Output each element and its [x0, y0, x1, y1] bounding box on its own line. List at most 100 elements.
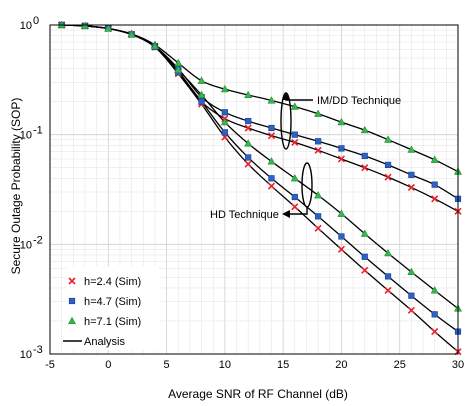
sim-point [315, 213, 322, 220]
sim-point [408, 292, 415, 299]
sim-point [361, 253, 368, 260]
legend-label-analysis: Analysis [84, 336, 125, 348]
sim-point [314, 146, 322, 154]
sim-point [337, 209, 346, 217]
sim-point [360, 125, 369, 134]
sim-point [221, 129, 228, 136]
sim-point [407, 267, 416, 275]
sim-point [127, 30, 136, 38]
sim-point [430, 155, 439, 163]
sim-point [361, 266, 369, 274]
sim-point [314, 109, 323, 117]
sim-point [267, 182, 276, 190]
hd-arrow-head [282, 210, 290, 218]
y-tick-exponent: -1 [33, 125, 43, 137]
sim-point [291, 193, 298, 201]
sim-point [361, 164, 369, 172]
y-tick-label: 10 [20, 130, 32, 142]
x-tick-labels: -5 0 5 10 15 20 25 30 [45, 359, 464, 371]
sim-markers [57, 20, 463, 356]
legend-entry-h47: h=4.7 (Sim) [68, 296, 141, 308]
sim-point [338, 233, 345, 240]
sim-point [337, 245, 345, 253]
x-tick-label: 5 [164, 359, 170, 371]
sim-point [338, 145, 345, 152]
x-tick-label: 10 [219, 359, 231, 371]
sim-point [384, 273, 392, 280]
legend-marker-shape [67, 316, 77, 325]
legend-marker-triangle [67, 316, 77, 325]
sim-point [360, 229, 369, 237]
sim-point [407, 306, 415, 314]
sim-point [431, 195, 439, 203]
sim-point [337, 155, 345, 163]
x-tick-label: 25 [394, 359, 406, 371]
sim-point [315, 138, 322, 145]
legend: h=2.4 (Sim) h=4.7 (Sim) h=7.1 (Sim) Anal… [63, 266, 159, 350]
sim-point [104, 24, 113, 32]
y-tick-exponent: 0 [33, 15, 39, 27]
legend-marker-shape [68, 277, 76, 285]
sim-point [268, 124, 275, 132]
x-tick-label: 0 [105, 359, 111, 371]
legend-box [67, 266, 159, 350]
sim-point [198, 98, 205, 105]
sim-point [291, 138, 299, 146]
legend-entry-h24: h=2.4 (Sim) [68, 276, 141, 288]
y-tick-label: 10 [20, 349, 32, 361]
sim-point [431, 181, 438, 188]
sim-point [244, 139, 253, 147]
sim-point [291, 131, 298, 138]
legend-marker-square [68, 297, 76, 305]
legend-label-h47: h=4.7 (Sim) [84, 296, 141, 308]
sim-point [267, 96, 276, 104]
sim-point [291, 203, 299, 211]
sim-point [244, 124, 252, 132]
sim-point [314, 224, 322, 232]
sim-point [430, 286, 439, 294]
y-tick-exponent: -2 [33, 234, 43, 246]
sim-point [384, 286, 392, 294]
imdd-arrow-line [285, 93, 313, 101]
sim-point [244, 160, 252, 168]
sim-point [384, 135, 393, 143]
x-tick-label: 20 [335, 359, 347, 371]
sim-point [290, 173, 299, 182]
plot-frame [49, 24, 459, 355]
sim-point [290, 102, 299, 110]
sim-point [245, 154, 252, 161]
sim-point [407, 183, 415, 192]
x-axis-title: Average SNR of RF Channel (dB) [168, 387, 348, 401]
legend-marker-shape [68, 297, 76, 305]
sim-point [197, 76, 206, 84]
sim-point [361, 152, 368, 160]
sim-point [245, 117, 252, 125]
sim-point [314, 190, 323, 199]
sim-point [221, 109, 228, 116]
legend-entry-analysis: Analysis [63, 336, 125, 348]
sim-point [220, 117, 229, 126]
sim-point [431, 311, 438, 318]
y-tick-label: 10 [20, 239, 32, 251]
sim-point [174, 65, 183, 73]
x-tick-label: -5 [45, 359, 55, 371]
legend-entry-h71: h=7.1 (Sim) [67, 316, 141, 328]
sim-point [220, 84, 229, 93]
y-tick-label: 10 [20, 20, 32, 32]
imdd-label: IM/DD Technique [317, 95, 401, 107]
annotation-imdd: IM/DD Technique [280, 92, 401, 150]
legend-marker-x [68, 277, 76, 285]
y-tick-exponent: -3 [33, 344, 43, 356]
imdd-arrow-head [282, 93, 290, 100]
x-tick-label: 30 [452, 359, 464, 371]
sim-point [267, 157, 276, 165]
legend-label-h24: h=2.4 (Sim) [84, 276, 141, 288]
legend-label-h71: h=7.1 (Sim) [84, 316, 141, 328]
annotation-hd: HD Technique [210, 162, 313, 221]
x-tick-label: 15 [277, 359, 289, 371]
sim-point [431, 328, 439, 336]
sim-point [407, 145, 416, 153]
hd-arrow-line [288, 207, 308, 215]
